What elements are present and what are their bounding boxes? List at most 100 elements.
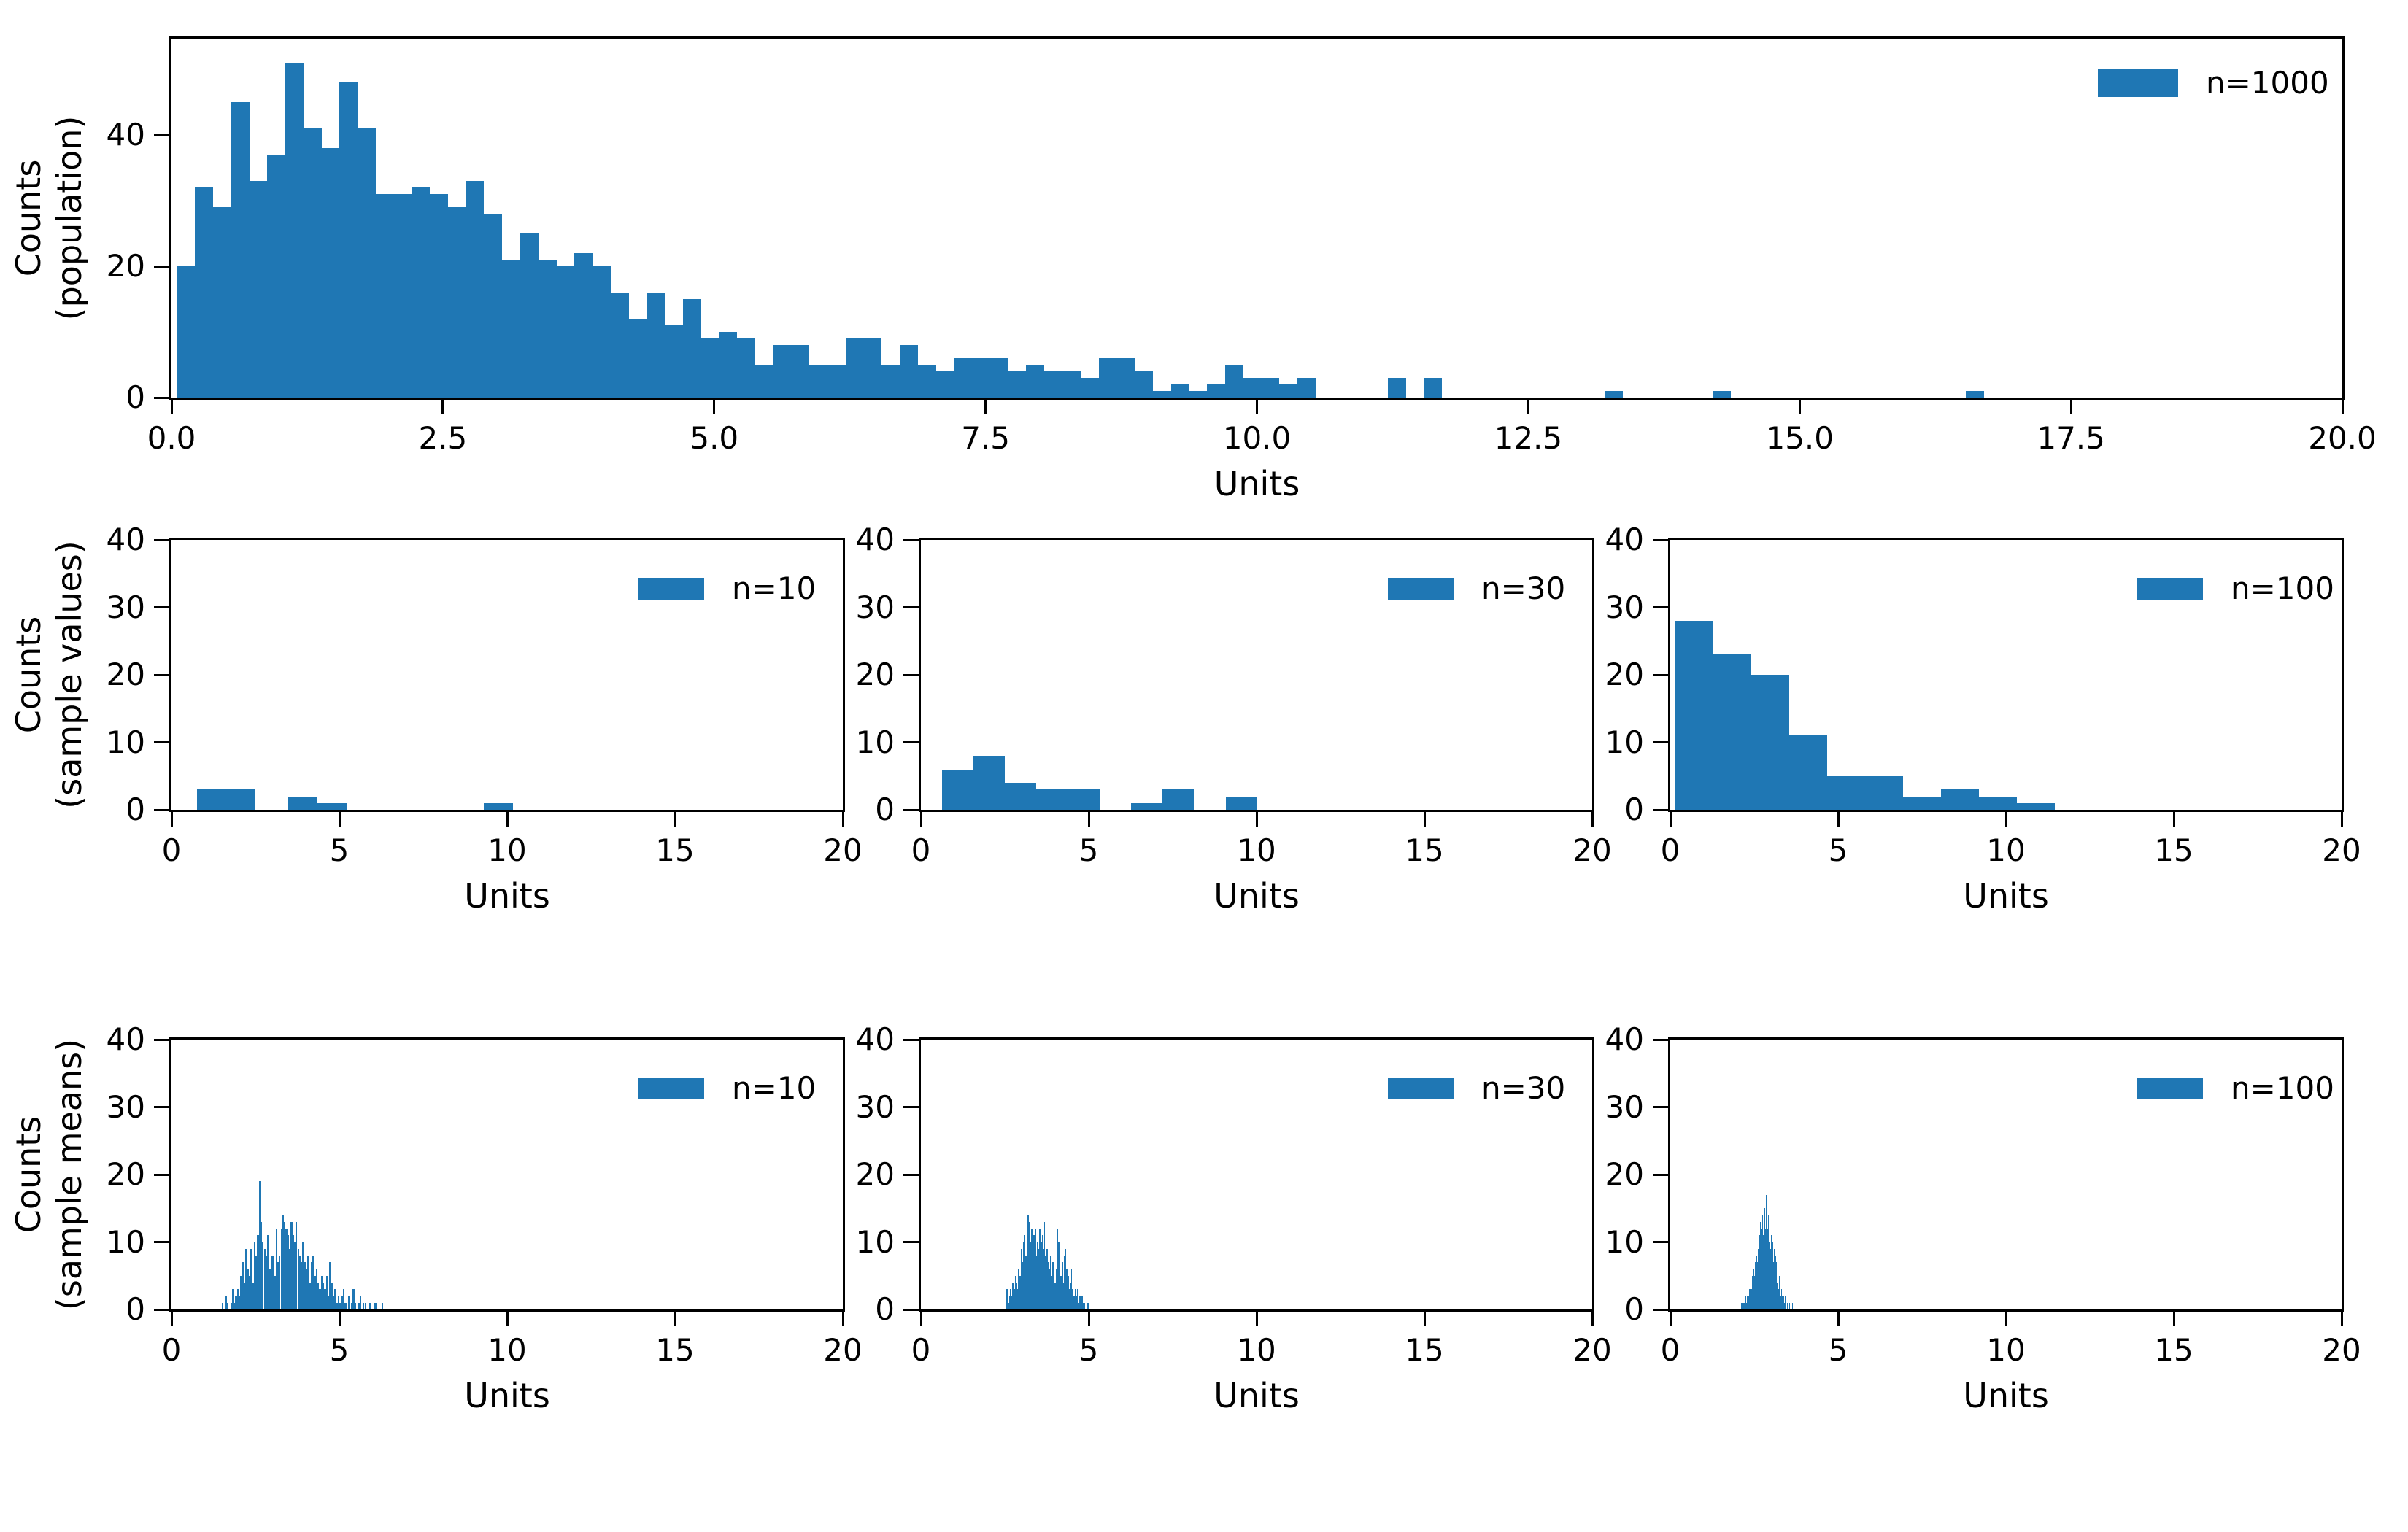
x-tick-mark xyxy=(338,1312,341,1326)
x-tick-label: 15 xyxy=(1405,832,1444,868)
x-tick-label: 20 xyxy=(1572,832,1612,868)
histogram-bar xyxy=(230,1302,232,1309)
histogram-bar xyxy=(317,1283,320,1309)
x-tick-label: 10 xyxy=(1237,1332,1276,1368)
histogram-bar xyxy=(483,802,514,810)
histogram-bar xyxy=(1777,1283,1778,1309)
histogram-bar xyxy=(809,365,828,398)
x-axis-label: Units xyxy=(1963,876,2049,916)
histogram-bar xyxy=(1076,1289,1078,1309)
histogram-bar xyxy=(236,1289,239,1309)
histogram-bar xyxy=(315,1269,318,1309)
histogram-bar xyxy=(1864,775,1903,810)
y-tick-mark xyxy=(903,606,919,608)
histogram-bar xyxy=(296,1221,298,1309)
y-tick-mark xyxy=(1653,673,1668,676)
plot-area-sample-values-n30 xyxy=(919,538,1594,812)
histogram-bar xyxy=(520,233,539,398)
histogram-bar xyxy=(484,214,503,398)
x-tick-label: 10 xyxy=(1986,832,2026,868)
x-tick-mark xyxy=(2341,400,2344,414)
y-tick-label: 10 xyxy=(106,724,145,760)
histogram-bar xyxy=(647,293,665,398)
histogram-bar xyxy=(212,207,231,398)
histogram-bar xyxy=(1788,735,1827,810)
histogram-bar xyxy=(466,181,485,398)
y-tick-label: 10 xyxy=(855,1223,895,1260)
y-tick-mark xyxy=(154,538,169,541)
histogram-bar xyxy=(1778,1289,1780,1309)
histogram-bar xyxy=(1033,1235,1035,1309)
y-tick-mark xyxy=(903,1106,919,1108)
y-tick-label: 20 xyxy=(1605,657,1644,692)
histogram-bar xyxy=(290,1221,293,1309)
y-tick-label: 10 xyxy=(1605,724,1644,760)
histogram-bar xyxy=(1052,1262,1054,1309)
histogram-bar xyxy=(242,1262,244,1309)
x-tick-mark xyxy=(338,812,341,827)
histogram-bar xyxy=(381,1302,383,1309)
y-tick-label: 20 xyxy=(106,657,145,692)
histogram-bar xyxy=(1062,1283,1065,1309)
histogram-bar xyxy=(1759,1235,1761,1309)
y-tick-label: 0 xyxy=(126,792,145,827)
histogram-bar xyxy=(231,102,250,398)
histogram-bar xyxy=(1022,1262,1023,1309)
histogram-bar xyxy=(1189,391,1208,398)
histogram-bar xyxy=(1752,1275,1753,1309)
histogram-bar xyxy=(1070,1269,1073,1309)
histogram-bar xyxy=(1826,775,1865,810)
histogram-bar xyxy=(1061,1262,1063,1309)
histogram-bar xyxy=(1135,371,1153,398)
histogram-bar xyxy=(352,1289,355,1309)
y-tick-label: 30 xyxy=(1605,589,1644,625)
legend-label: n=10 xyxy=(732,570,817,606)
histogram-bar xyxy=(1025,1256,1027,1309)
histogram-bar xyxy=(337,1296,339,1309)
x-tick-mark xyxy=(1591,1312,1594,1326)
histogram-bar xyxy=(1775,1275,1777,1309)
histogram-bar xyxy=(556,266,575,398)
histogram-bar xyxy=(1076,1296,1077,1309)
histogram-bar xyxy=(973,756,1005,810)
histogram-bar xyxy=(257,1235,259,1309)
histogram-bar xyxy=(329,1262,331,1309)
x-tick-label: 10 xyxy=(1986,1332,2026,1368)
x-tick-label: 0 xyxy=(911,1332,931,1368)
y-tick-mark xyxy=(154,1106,169,1108)
y-tick-label: 0 xyxy=(126,379,145,415)
histogram-bar xyxy=(277,1262,279,1309)
legend-label: n=10 xyxy=(732,1070,817,1106)
y-tick-label: 0 xyxy=(1624,1291,1644,1327)
histogram-bar xyxy=(1744,1302,1745,1309)
legend-swatch xyxy=(1388,578,1454,600)
y-tick-mark xyxy=(154,808,169,811)
x-tick-mark xyxy=(2172,1312,2175,1326)
x-tick-mark xyxy=(919,1312,922,1326)
x-tick-label: 5 xyxy=(1828,832,1848,868)
histogram-bar xyxy=(331,1283,333,1309)
histogram-bar xyxy=(1753,1269,1755,1309)
histogram-bar xyxy=(265,1256,268,1309)
y-tick-mark xyxy=(154,265,169,268)
y-tick-label: 40 xyxy=(1605,1021,1644,1057)
plot-area-sample-means-n10 xyxy=(169,1037,845,1312)
histogram-bar xyxy=(1713,654,1751,810)
legend-swatch xyxy=(1388,1078,1454,1099)
x-axis-label: Units xyxy=(1213,876,1300,916)
histogram-bar xyxy=(234,1302,236,1309)
y-tick-label: 40 xyxy=(1605,522,1644,557)
histogram-bar xyxy=(1902,796,1941,810)
histogram-bar xyxy=(346,1302,348,1309)
y-tick-label: 0 xyxy=(875,792,895,827)
x-tick-mark xyxy=(1837,812,1840,827)
x-tick-label: 0 xyxy=(1660,1332,1680,1368)
histogram-bar xyxy=(364,1302,366,1309)
histogram-bar xyxy=(1006,1289,1008,1309)
histogram-bar xyxy=(593,266,611,398)
histogram-bar xyxy=(1034,1229,1036,1309)
histogram-bar xyxy=(2016,802,2055,810)
histogram-bar xyxy=(1770,1248,1772,1309)
histogram-bar xyxy=(177,266,196,398)
histogram-bar xyxy=(1055,1269,1057,1309)
